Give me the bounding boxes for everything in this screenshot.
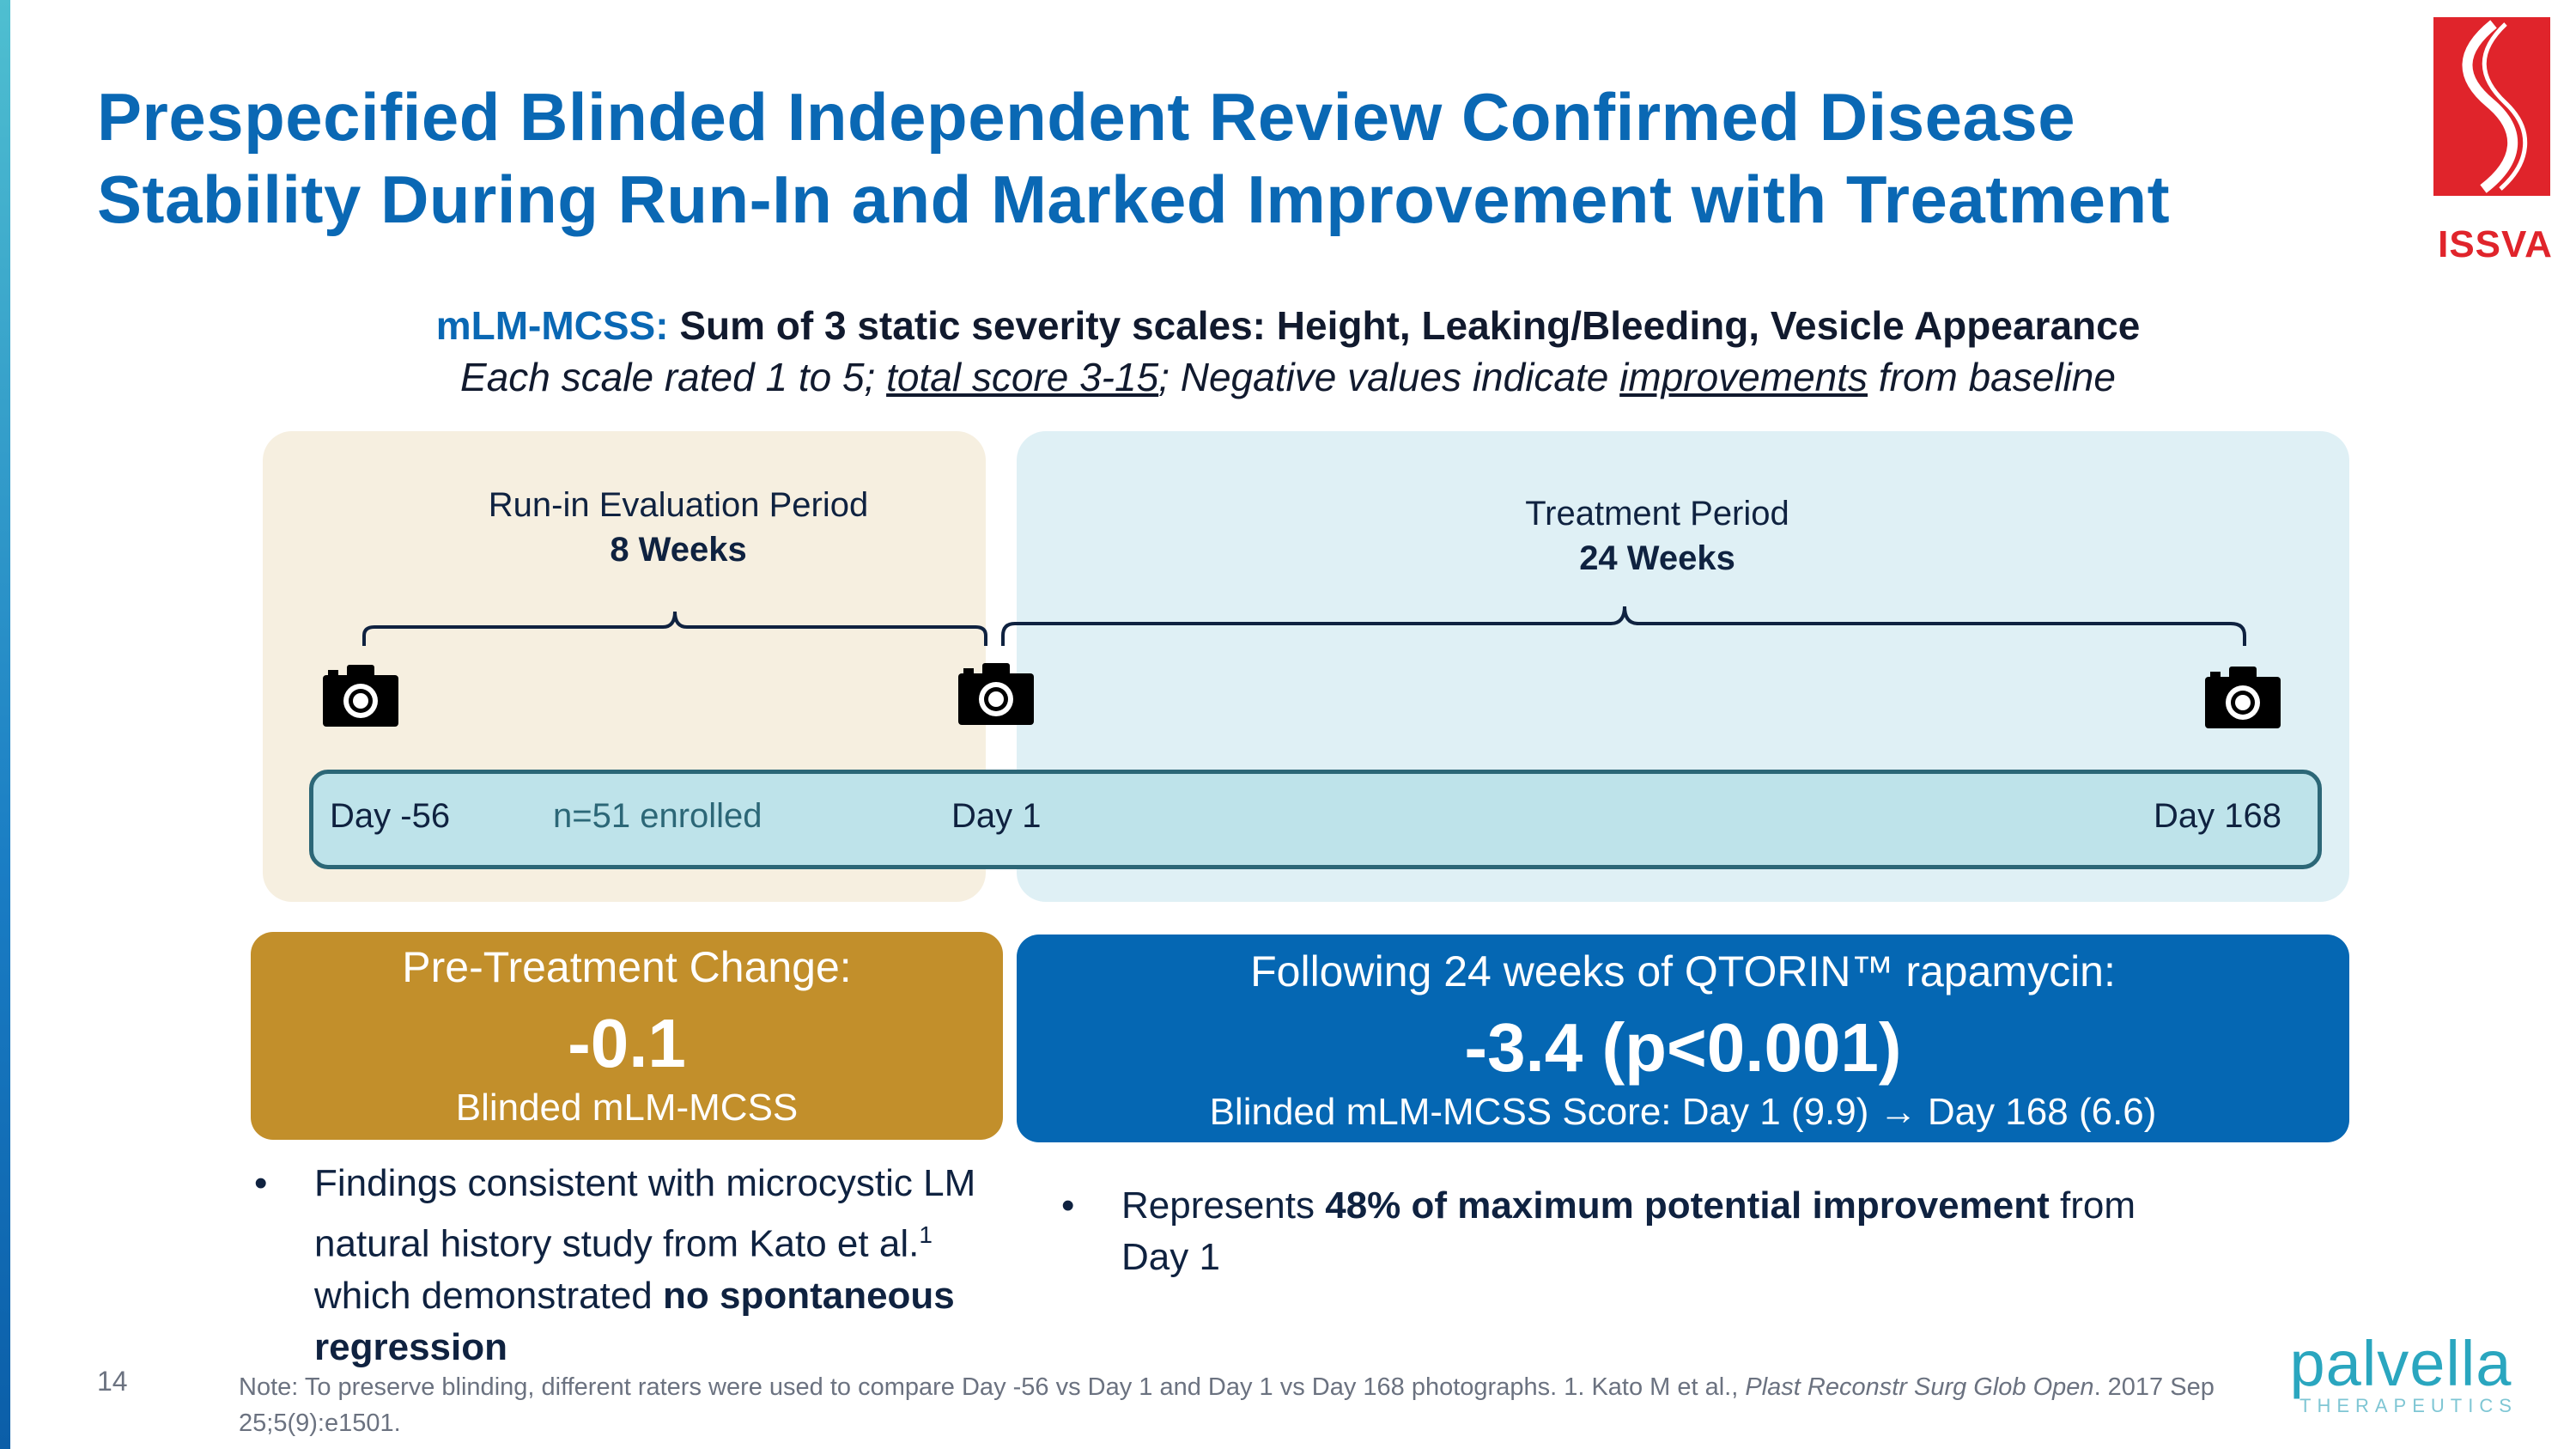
treatment-period-label: Treatment Period 24 Weeks xyxy=(1382,491,1932,581)
pre-treatment-result-box: Pre-Treatment Change: -0.1 Blinded mLM-M… xyxy=(251,932,1003,1140)
page-number: 14 xyxy=(97,1366,128,1397)
treatment-value: -3.4 (p<0.001) xyxy=(1464,1009,1902,1086)
camera-icon xyxy=(957,661,1036,727)
scoring-text-e: from baseline xyxy=(1868,355,2116,399)
camera-icon xyxy=(2203,665,2282,730)
bullet-1-text-b: which demonstrated xyxy=(314,1274,663,1317)
palvella-logo-text: palvella xyxy=(2289,1328,2512,1399)
title-line-1: Prespecified Blinded Independent Review … xyxy=(97,79,2076,155)
pre-treatment-caption: Blinded mLM-MCSS xyxy=(455,1087,799,1129)
pre-treatment-heading: Pre-Treatment Change: xyxy=(402,943,852,991)
bullet-2-emphasis: 48% of maximum potential improvement xyxy=(1325,1184,2050,1227)
scale-definition: mLM-MCSS: Sum of 3 static severity scale… xyxy=(0,302,2576,349)
timeline-enrolled: n=51 enrolled xyxy=(553,797,762,835)
footnote: Note: To preserve blinding, different ra… xyxy=(239,1369,2265,1441)
footnote-text: Note: To preserve blinding, different ra… xyxy=(239,1373,1746,1401)
issva-logo: ISSVA xyxy=(2427,17,2564,265)
camera-icon xyxy=(321,663,400,728)
runin-period-name: Run-in Evaluation Period xyxy=(488,486,869,524)
footnote-citation: . 2017 Sep 25;5(9):e1501. xyxy=(239,1373,2215,1437)
palvella-logo-subtext: THERAPEUTICS xyxy=(2300,1395,2518,1416)
bullet-2-text: Represents xyxy=(1121,1184,1326,1227)
bullet-improvement: • Represents 48% of maximum potential imp… xyxy=(1061,1180,2203,1283)
treatment-caption: Blinded mLM-MCSS Score: Day 1 (9.9) → Da… xyxy=(1209,1091,2157,1133)
treatment-period-name: Treatment Period xyxy=(1525,495,1789,533)
footnote-journal: Plast Reconstr Surg Glob Open xyxy=(1745,1373,2094,1401)
bullet-dot-icon: • xyxy=(254,1162,268,1204)
timeline-day-end: Day 168 xyxy=(2154,797,2281,835)
palvella-logo: palvella THERAPEUTICS xyxy=(2263,1328,2538,1417)
bullet-natural-history: • Findings consistent with microcystic LM… xyxy=(254,1158,1027,1373)
timeline-day-start: Day -56 xyxy=(330,797,451,835)
runin-period-label: Run-in Evaluation Period 8 Weeks xyxy=(404,483,953,572)
slide-title: Prespecified Blinded Independent Review … xyxy=(97,76,2415,240)
scoring-text-c: ; Negative values indicate xyxy=(1158,355,1620,399)
scale-scoring-note: Each scale rated 1 to 5; total score 3-1… xyxy=(0,354,2576,400)
issva-logo-text: ISSVA xyxy=(2438,223,2553,265)
scale-description: Sum of 3 static severity scales: Height,… xyxy=(668,303,2141,348)
scoring-improvements: improvements xyxy=(1619,355,1868,399)
study-timeline-bar xyxy=(309,770,2322,869)
bullet-1-emphasis: no spontaneous regression xyxy=(314,1274,955,1368)
title-line-2: Stability During Run-In and Marked Impro… xyxy=(97,161,2171,237)
bullet-dot-icon: • xyxy=(1061,1184,1075,1227)
treatment-heading: Following 24 weeks of QTORIN™ rapamycin: xyxy=(1250,947,2116,995)
timeline-day-mid: Day 1 xyxy=(951,797,1042,835)
runin-period-weeks: 8 Weeks xyxy=(610,531,747,569)
bullet-1-reference: 1 xyxy=(919,1221,933,1248)
treatment-result-box: Following 24 weeks of QTORIN™ rapamycin:… xyxy=(1017,935,2349,1142)
left-accent-bar xyxy=(0,0,10,1449)
issva-logo-mark xyxy=(2433,17,2550,196)
issva-s-curve xyxy=(2462,20,2528,193)
scoring-total-range: total score 3-15 xyxy=(886,355,1159,399)
bullet-1-text: Findings consistent with microcystic LM … xyxy=(314,1162,976,1265)
pre-treatment-value: -0.1 xyxy=(568,1005,686,1081)
scale-name: mLM-MCSS: xyxy=(435,303,669,348)
scoring-text-a: Each scale rated 1 to 5; xyxy=(460,355,887,399)
bullet-2-text-b: from Day 1 xyxy=(1121,1184,2136,1278)
treatment-period-weeks: 24 Weeks xyxy=(1579,539,1735,577)
